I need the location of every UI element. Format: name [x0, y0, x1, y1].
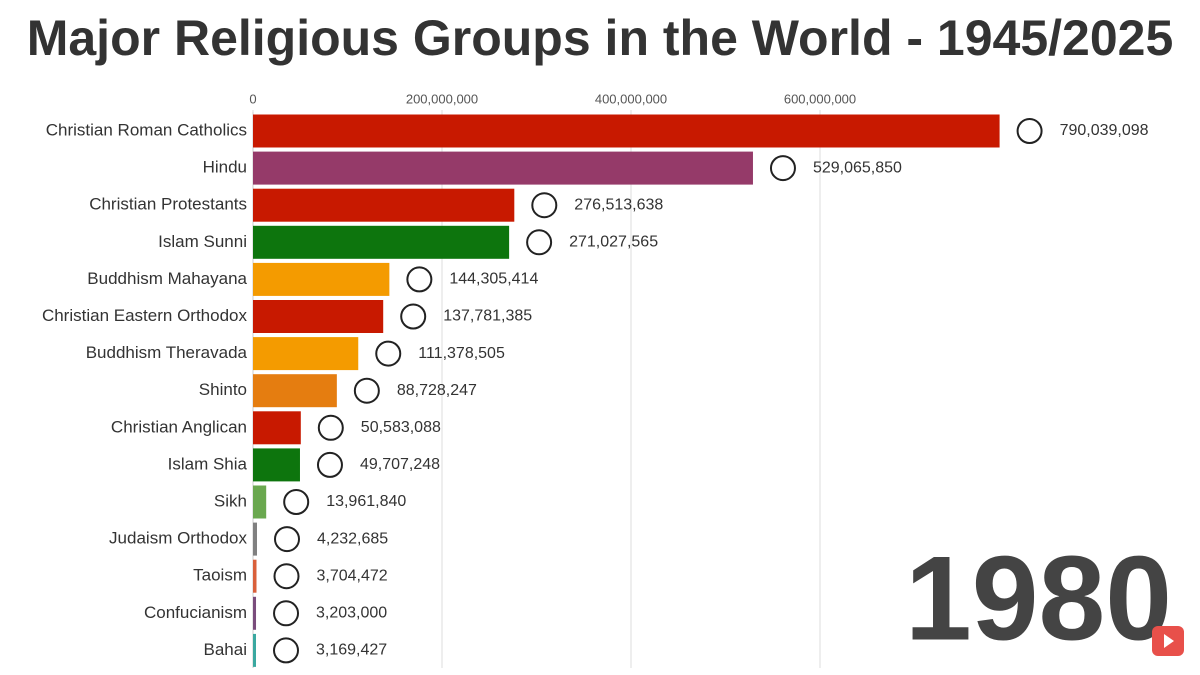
- category-label: Islam Sunni: [158, 232, 247, 251]
- religion-icon: [316, 451, 343, 478]
- category-label: Buddhism Mahayana: [87, 269, 247, 288]
- category-label: Judaism Orthodox: [109, 529, 247, 548]
- bar: [253, 633, 256, 667]
- value-label: 271,027,565: [569, 234, 658, 251]
- religion-icon: [406, 266, 433, 293]
- bar: [253, 411, 301, 445]
- youtube-play[interactable]: [1164, 634, 1174, 648]
- value-label: 88,728,247: [397, 382, 477, 399]
- chart-title: Major Religious Groups in the World - 19…: [27, 10, 1174, 66]
- value-label: 111,378,505: [418, 345, 505, 362]
- category-label: Buddhism Theravada: [86, 343, 248, 362]
- religion-icon: [353, 377, 380, 404]
- value-label: 49,707,248: [360, 456, 440, 473]
- value-label: 3,203,000: [316, 605, 387, 622]
- category-label: Islam Shia: [168, 454, 248, 473]
- bar: [253, 596, 257, 630]
- x-tick-label: 0: [249, 91, 256, 106]
- value-label: 137,781,385: [443, 308, 532, 325]
- bars: Christian Roman Catholics 790,039,098 Hind…: [42, 114, 1149, 667]
- bar: [253, 300, 384, 333]
- bar: [253, 559, 257, 593]
- value-label: 529,065,850: [813, 159, 902, 176]
- religion-icon: [273, 526, 300, 553]
- value-label: 276,513,638: [574, 196, 663, 213]
- bar: [253, 151, 753, 185]
- category-label: Christian Anglican: [111, 417, 247, 436]
- bar: [253, 374, 337, 408]
- category-label: Bahai: [204, 640, 247, 659]
- value-label: 3,704,472: [317, 567, 388, 584]
- category-label: Taoism: [193, 566, 247, 585]
- religion-icon: [273, 563, 300, 590]
- youtube-button[interactable]: [1152, 626, 1184, 656]
- value-label: 790,039,098: [1060, 122, 1149, 139]
- category-label: Christian Eastern Orthodox: [42, 306, 248, 325]
- bar: [253, 448, 300, 482]
- x-tick-label: 600,000,000: [784, 91, 856, 106]
- bar: [253, 114, 1000, 148]
- bar: [253, 337, 359, 371]
- value-label: 13,961,840: [326, 493, 406, 510]
- category-label: Sikh: [214, 491, 247, 510]
- value-label: 144,305,414: [449, 271, 538, 288]
- value-label: 4,232,685: [317, 530, 388, 547]
- religion-icon: [531, 192, 558, 219]
- religion-icon: [1016, 118, 1043, 144]
- bar: [253, 225, 510, 259]
- bar: [253, 485, 267, 519]
- x-tick-label: 200,000,000: [406, 91, 478, 106]
- x-tick-label: 400,000,000: [595, 91, 667, 106]
- religion-icon: [317, 414, 344, 441]
- category-label: Hindu: [203, 158, 247, 177]
- religion-icon: [769, 155, 796, 182]
- bar: [253, 262, 390, 296]
- category-label: Christian Protestants: [89, 195, 247, 214]
- religion-icon: [273, 637, 299, 664]
- category-label: Confucianism: [144, 603, 247, 622]
- religion-icon: [375, 340, 402, 367]
- value-label: 3,169,427: [316, 642, 387, 659]
- bar: [253, 188, 515, 222]
- year-label: 1980: [905, 532, 1172, 666]
- religion-icon: [400, 303, 427, 330]
- category-label: Shinto: [199, 380, 247, 399]
- category-label: Christian Roman Catholics: [46, 120, 247, 139]
- religion-icon: [526, 229, 553, 256]
- bar: [253, 522, 257, 556]
- value-label: 50,583,088: [361, 419, 441, 436]
- religion-icon: [283, 489, 310, 515]
- religion-icon: [273, 600, 300, 627]
